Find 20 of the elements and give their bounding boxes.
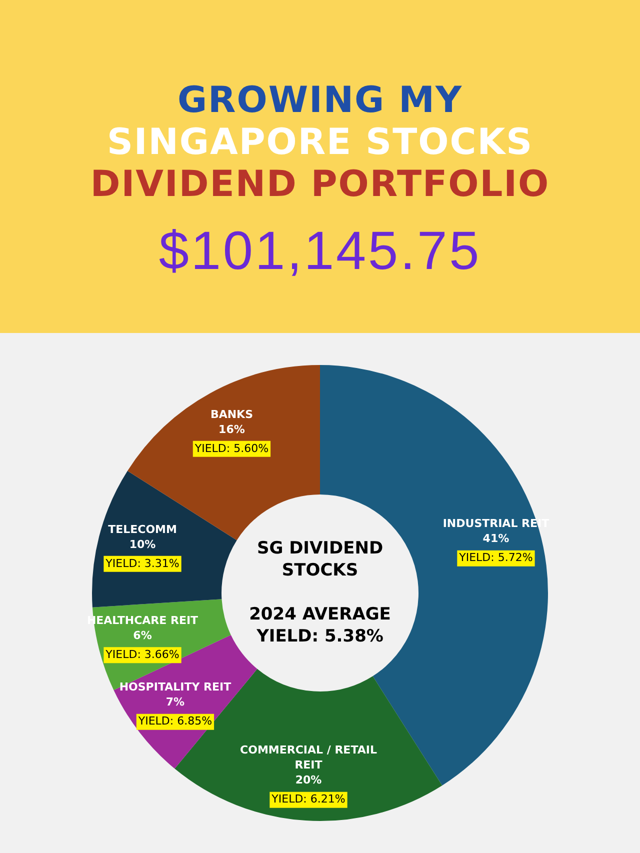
text: YIELD: 6.85%: [138, 714, 212, 728]
slice-label: BANKS: [210, 408, 254, 421]
data-label: 7%: [166, 696, 185, 709]
data-label: 6%: [133, 628, 152, 642]
text: YIELD: 6.21%: [272, 792, 346, 806]
chart-subtitle: $101,145.75: [158, 220, 482, 282]
text: YIELD: 3.66%: [106, 648, 180, 661]
chart-title: GROWING MY SINGAPORE STOCKS DIVIDEND PORTFOLIO: [89, 80, 551, 206]
data-label: 16%: [218, 422, 245, 436]
text: YIELD: 5.72%: [459, 551, 533, 564]
text: YIELD: 3.31%: [106, 556, 180, 570]
text: SG DIVIDEND STOCKS: [256, 538, 384, 580]
data-label: 41%: [482, 532, 510, 546]
data-label: 10%: [129, 538, 156, 551]
slice-label: TELECOMM: [108, 522, 177, 536]
slice-label: COMMERCIAL / RETAIL REIT: [240, 744, 377, 772]
text: 2024 AVERAGE YIELD: 5.38%: [249, 604, 391, 646]
slice-label: HOSPITALITY REIT: [119, 680, 232, 694]
data-label: 20%: [295, 774, 322, 787]
text: YIELD: 5.60%: [194, 442, 269, 455]
